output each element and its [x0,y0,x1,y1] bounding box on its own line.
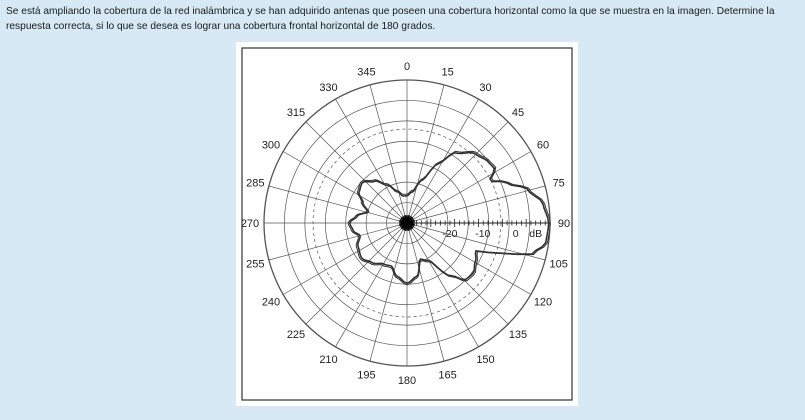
pattern-curve-outer [347,150,551,286]
angle-label: 210 [319,354,337,366]
angle-label: 240 [262,297,280,309]
angle-label: 330 [319,82,337,94]
angle-label: 285 [246,177,264,189]
db-scale-label: -20 [442,228,457,240]
angle-label: 135 [509,329,527,341]
db-scale: -20 -10 0 dB [442,228,542,240]
angle-label: 60 [537,140,549,152]
grid-spoke [305,121,408,224]
angle-label: 270 [241,218,259,230]
grid-spoke [282,222,408,295]
angle-label: 315 [287,107,305,119]
angle-label: 30 [479,82,491,94]
grid-spoke [406,222,445,362]
radiation-pattern [347,150,551,286]
grid-spoke [369,222,408,362]
angle-label: 90 [558,218,570,230]
angle-label: 180 [398,375,416,387]
grid-spoke [406,151,532,224]
grid-spoke [335,222,408,348]
grid-spoke [406,222,532,295]
question-text: Se está ampliando la cobertura de la red… [6,6,775,32]
angle-label: 150 [476,354,494,366]
grid-spoke [268,222,408,261]
db-scale-label: dB [529,228,542,240]
polar-plot: 0 15 30 45 60 75 90 105 120 135 150 165 180 195 210 225… [241,47,573,401]
angle-label: 15 [441,66,453,78]
pattern-curve [348,151,550,284]
grid-spoke [268,185,408,224]
grid-spoke [406,121,509,224]
angle-label: 75 [553,177,565,189]
angle-label: 255 [246,259,264,271]
grid-spoke [406,222,479,348]
angle-label: 165 [438,370,456,382]
angle-label: 45 [512,107,524,119]
grid-spoke [406,185,546,224]
antenna-radiation-pattern-figure: 0 15 30 45 60 75 90 105 120 135 150 165 180 195 210 225… [236,42,578,406]
angle-label: 120 [534,297,552,309]
grid-spoke [369,84,408,224]
angle-label: 300 [262,140,280,152]
angle-label: 225 [287,329,305,341]
db-scale-label: -10 [475,228,490,240]
angle-label: 345 [357,66,375,78]
grid-spoke [305,222,408,325]
grid-spoke [406,222,509,325]
angle-labels: 0 15 30 45 60 75 90 105 120 135 150 165 180 195 210 225… [241,61,570,387]
grid-spoke [282,151,408,224]
angle-label: 195 [357,370,375,382]
grid-spoke [335,98,408,224]
db-scale-label: 0 [513,228,519,240]
angle-label: 0 [404,61,410,73]
grid-spoke [406,84,445,224]
center-dot [404,220,410,226]
angle-label: 105 [550,259,568,271]
